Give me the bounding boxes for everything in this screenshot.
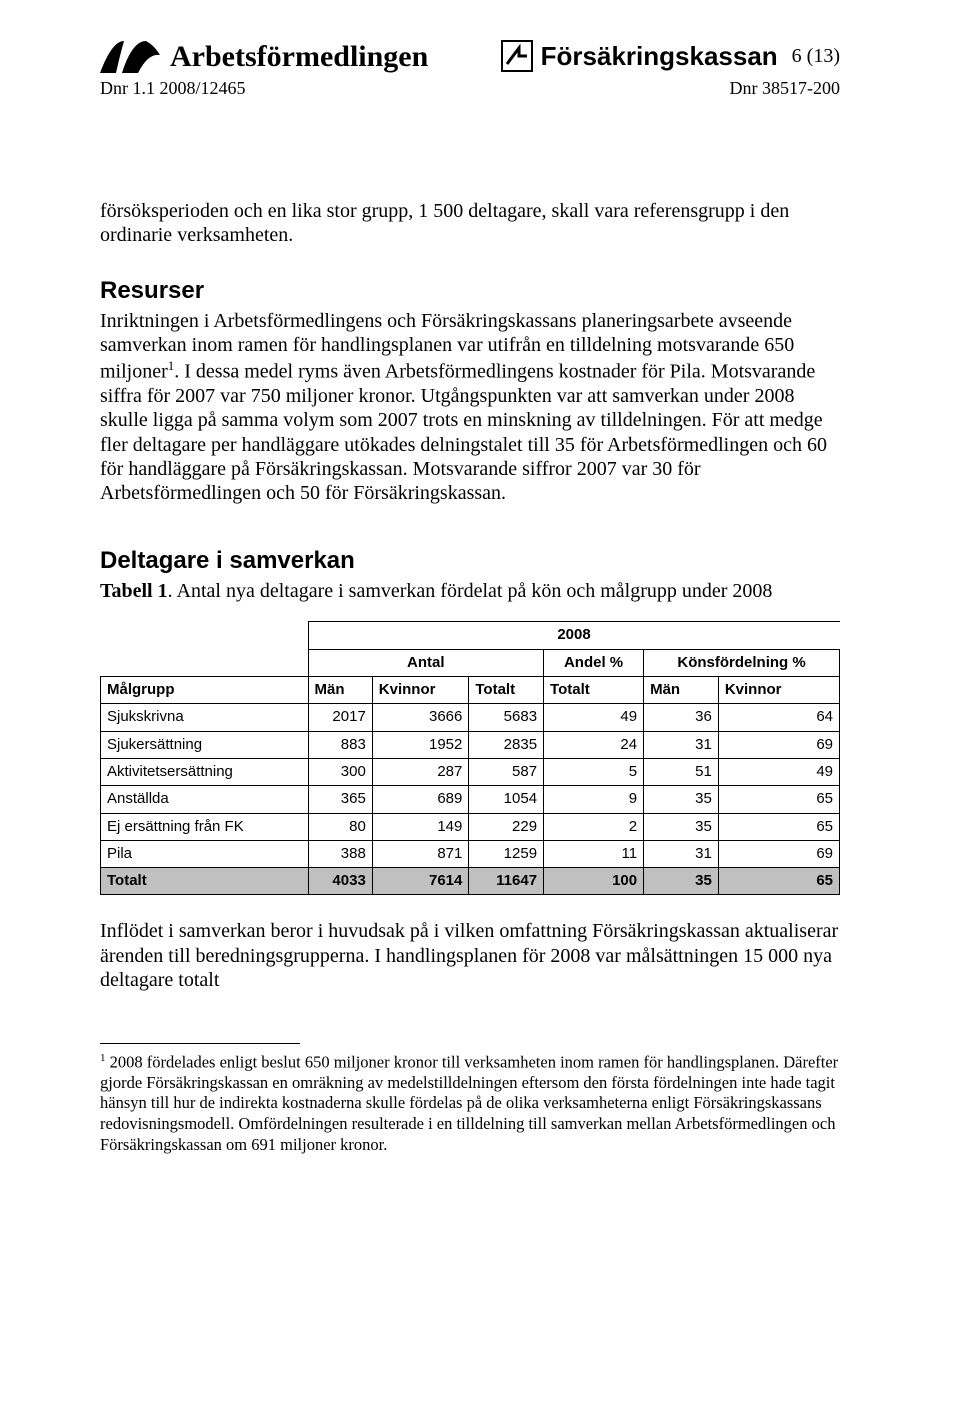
dnr-left: Dnr 1.1 2008/12465 — [100, 78, 246, 99]
forsakringskassan-logo-icon — [501, 40, 533, 72]
col-kvinnor: Kvinnor — [372, 677, 469, 704]
table-group-antal: Antal — [308, 649, 544, 676]
table-caption: Tabell 1. Antal nya deltagare i samverka… — [100, 579, 840, 603]
table-group-konsfordelning: Könsfördelning % — [644, 649, 840, 676]
table-row-total: Totalt 4033 7614 11647 100 35 65 — [101, 868, 840, 895]
table-year-header: 2008 — [308, 622, 839, 649]
table-row: Pila3888711259113169 — [101, 840, 840, 867]
header-left: Arbetsförmedlingen — [100, 40, 428, 74]
footnote-separator — [100, 1043, 300, 1044]
arbetsformedlingen-name: Arbetsförmedlingen — [170, 40, 428, 74]
table-group-andel: Andel % — [544, 649, 644, 676]
col-kf-kvinnor: Kvinnor — [718, 677, 839, 704]
paragraph-1: försöksperioden och en lika stor grupp, … — [100, 199, 840, 248]
footnote-1: 1 2008 fördelades enligt beslut 650 milj… — [100, 1052, 840, 1156]
paragraph-resurser: Inriktningen i Arbetsförmedlingens och F… — [100, 309, 840, 506]
col-malgrupp: Målgrupp — [101, 677, 309, 704]
table-row: Ej ersättning från FK8014922923565 — [101, 813, 840, 840]
dnr-right: Dnr 38517-200 — [730, 78, 841, 99]
col-men: Män — [308, 677, 372, 704]
header-right: Försäkringskassan 6 (13) — [501, 40, 840, 72]
heading-deltagare: Deltagare i samverkan — [100, 546, 840, 575]
deltagare-table: 2008 Antal Andel % Könsfördelning % Målg… — [100, 621, 840, 895]
table-row: Sjukersättning88319522835243169 — [101, 731, 840, 758]
paragraph-after-table: Inflödet i samverkan beror i huvudsak på… — [100, 919, 840, 992]
col-totalt1: Totalt — [469, 677, 544, 704]
table-row: Sjukskrivna201736665683493664 — [101, 704, 840, 731]
table-row: Anställda365689105493565 — [101, 786, 840, 813]
forsakringskassan-name: Försäkringskassan — [541, 41, 778, 72]
col-totalt2: Totalt — [544, 677, 644, 704]
col-kf-men: Män — [644, 677, 719, 704]
heading-resurser: Resurser — [100, 276, 840, 305]
arbetsformedlingen-logo-icon — [100, 41, 160, 73]
page-number: 6 (13) — [792, 45, 840, 68]
table-row: Aktivitetsersättning30028758755149 — [101, 758, 840, 785]
